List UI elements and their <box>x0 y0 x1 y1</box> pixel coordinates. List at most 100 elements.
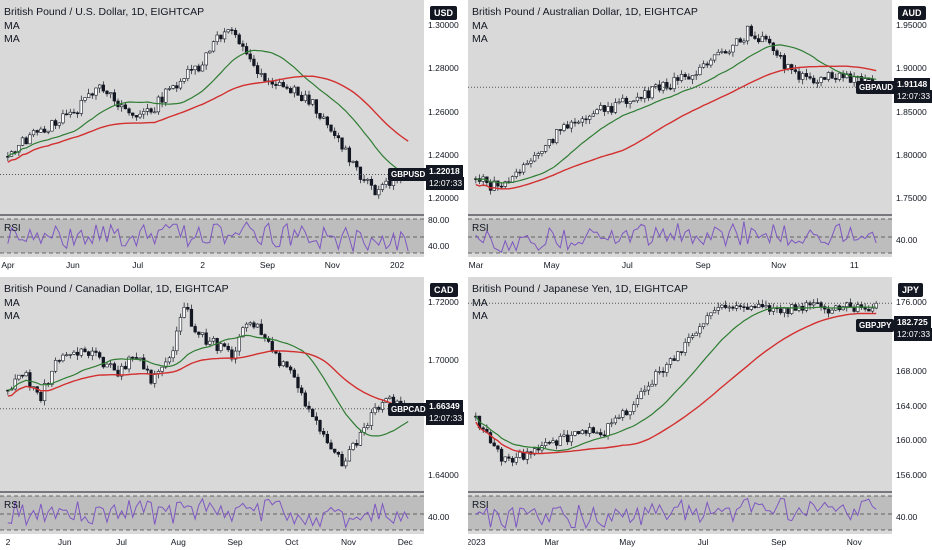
candle-body <box>64 113 69 116</box>
plot-area[interactable] <box>468 277 892 534</box>
candle-body <box>167 88 172 90</box>
price-tick: 1.90000 <box>896 63 927 74</box>
candle-body <box>127 356 131 370</box>
candle-body <box>296 86 300 96</box>
candle-body <box>525 163 529 166</box>
time-axis[interactable] <box>0 534 464 550</box>
candle-body <box>307 94 311 105</box>
candle-body <box>606 106 610 112</box>
currency-button[interactable]: CAD <box>430 283 458 297</box>
chart-panel-gbpcad[interactable]: British Pound / Canadian Dollar, 1D, EIG… <box>0 277 464 550</box>
candle-body <box>716 307 720 311</box>
rsi-legend[interactable]: RSI <box>4 500 21 511</box>
symbol-label: GBPAUD <box>856 81 897 95</box>
candle-body <box>311 99 315 105</box>
time-axis[interactable] <box>468 534 932 550</box>
candle-body <box>116 369 120 377</box>
candle-body <box>329 442 333 450</box>
candle-body <box>856 304 860 312</box>
candle-body <box>812 77 816 84</box>
price-tick: 1.72000 <box>428 297 459 307</box>
rsi-legend[interactable]: RSI <box>472 223 489 234</box>
ma-fast-line <box>475 306 877 452</box>
chart-panel-gbpaud[interactable]: British Pound / Australian Dollar, 1D, E… <box>468 0 932 273</box>
candle-body <box>599 432 603 436</box>
candle-body <box>518 451 522 458</box>
candle-body <box>602 105 607 112</box>
candle-body <box>738 38 742 43</box>
candle-body <box>288 88 293 94</box>
candle-body <box>300 387 304 394</box>
ma-legend-1[interactable]: MA <box>472 297 488 309</box>
candles-svg <box>468 298 892 531</box>
candle-body <box>804 302 809 311</box>
candle-body <box>204 332 208 345</box>
candle-body <box>672 77 676 90</box>
candle-body <box>756 38 761 43</box>
time-tick: Dec <box>397 537 413 547</box>
candle-body <box>712 310 717 314</box>
chart-panel-gbpjpy[interactable]: British Pound / Japanese Yen, 1D, EIGHTC… <box>468 277 932 550</box>
currency-button[interactable]: AUD <box>898 6 926 20</box>
plot-area[interactable] <box>0 277 424 534</box>
rsi-legend[interactable]: RSI <box>472 500 489 511</box>
candle-body <box>760 35 764 43</box>
candle-body <box>64 354 69 357</box>
candle-body <box>683 74 687 78</box>
time-tick: 2 <box>200 260 205 270</box>
time-axis[interactable] <box>0 257 464 273</box>
ma-legend-2[interactable]: MA <box>472 33 488 45</box>
price-axis[interactable] <box>892 0 932 257</box>
candle-body <box>521 451 526 460</box>
candle-body <box>355 443 359 446</box>
candle-body <box>204 52 208 66</box>
ma-legend-2[interactable]: MA <box>4 33 20 45</box>
candle-body <box>259 73 263 75</box>
candle-body <box>646 90 651 99</box>
candle-body <box>646 385 651 391</box>
chart-title[interactable]: British Pound / Canadian Dollar, 1D, EIG… <box>4 283 229 295</box>
price-tick: 1.95000 <box>896 20 927 30</box>
price-label: 1.66349 <box>426 399 463 413</box>
candle-body <box>17 374 21 380</box>
candle-body <box>340 454 344 467</box>
ma-fast-line <box>475 44 877 184</box>
currency-button[interactable]: JPY <box>898 283 924 297</box>
rsi-legend[interactable]: RSI <box>4 223 21 234</box>
chart-title[interactable]: British Pound / Australian Dollar, 1D, E… <box>472 6 698 18</box>
ma-legend-2[interactable]: MA <box>472 310 488 322</box>
ma-legend-1[interactable]: MA <box>4 20 20 32</box>
candle-body <box>94 350 98 353</box>
candle-body <box>208 340 212 345</box>
chart-title[interactable]: British Pound / U.S. Dollar, 1D, EIGHTCA… <box>4 6 205 18</box>
rsi-tick: 80.00 <box>428 215 450 225</box>
candle-body <box>72 351 76 355</box>
chart-title[interactable]: British Pound / Japanese Yen, 1D, EIGHTC… <box>472 283 688 295</box>
candle-body <box>285 86 289 89</box>
chart-panel-gbpusd[interactable]: British Pound / U.S. Dollar, 1D, EIGHTCA… <box>0 0 464 273</box>
ma-legend-1[interactable]: MA <box>4 297 20 309</box>
candle-body <box>112 363 116 371</box>
time-tick: May <box>543 260 560 270</box>
candle-body <box>123 365 128 370</box>
time-axis[interactable] <box>468 257 932 273</box>
candle-body <box>369 178 374 186</box>
currency-button[interactable]: USD <box>430 6 458 20</box>
candle-body <box>543 442 548 446</box>
price-axis[interactable] <box>424 0 464 257</box>
rsi-line <box>7 497 409 529</box>
time-tick: Jul <box>116 537 127 547</box>
ma-legend-1[interactable]: MA <box>472 20 488 32</box>
ma-legend-2[interactable]: MA <box>4 310 20 322</box>
candle-body <box>175 85 179 89</box>
candle-body <box>87 351 91 356</box>
candle-body <box>481 427 485 430</box>
candle-body <box>496 445 500 450</box>
candle-body <box>720 304 724 308</box>
candle-body <box>226 345 230 351</box>
candle-body <box>53 360 58 372</box>
plot-area[interactable] <box>468 0 892 257</box>
candle-body <box>285 361 289 368</box>
candle-body <box>362 179 366 181</box>
candle-body <box>120 104 124 108</box>
